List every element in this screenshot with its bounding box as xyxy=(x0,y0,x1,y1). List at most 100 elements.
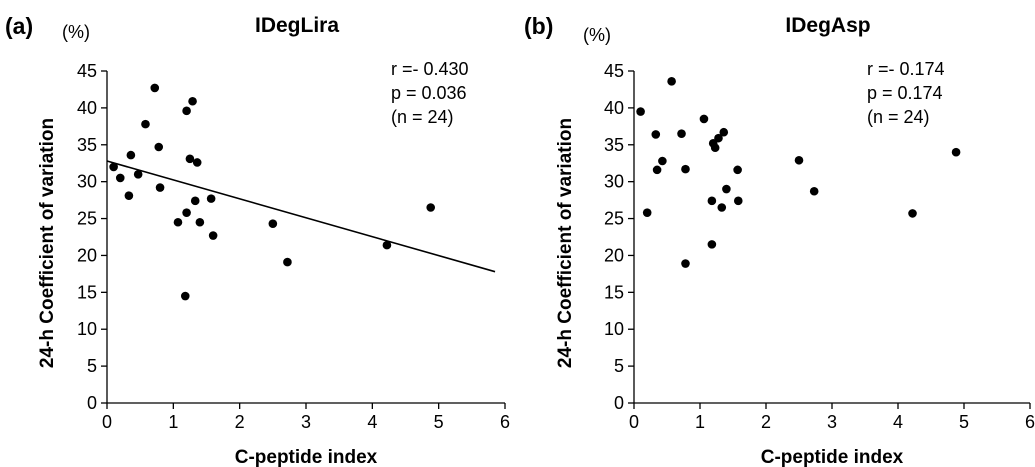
data-point xyxy=(182,106,191,116)
data-point xyxy=(192,158,202,167)
stat-annotation: p = 0.174 xyxy=(867,83,943,103)
x-tick-label: 5 xyxy=(434,412,444,432)
data-point xyxy=(382,240,392,250)
y-tick-label: 35 xyxy=(604,135,624,155)
data-point xyxy=(710,143,720,153)
y-tick-label: 25 xyxy=(77,209,97,229)
x-tick-label: 1 xyxy=(168,412,178,432)
x-tick-label: 2 xyxy=(761,412,771,432)
x-tick-label: 2 xyxy=(235,412,245,432)
x-tick-label: 1 xyxy=(695,412,705,432)
panel-label: (b) xyxy=(524,13,553,39)
y-tick-label: 0 xyxy=(614,393,624,413)
data-point xyxy=(268,219,278,229)
data-point xyxy=(722,184,731,194)
data-point xyxy=(733,196,743,206)
x-tick-label: 6 xyxy=(1025,412,1035,432)
data-point xyxy=(124,191,134,200)
y-tick-label: 15 xyxy=(604,282,624,302)
data-point xyxy=(180,291,190,301)
y-tick-label: 45 xyxy=(604,61,624,81)
data-point xyxy=(681,259,690,268)
y-tick-label: 5 xyxy=(614,356,624,376)
data-point xyxy=(188,96,197,106)
data-point xyxy=(195,217,205,227)
x-tick-label: 0 xyxy=(629,412,639,432)
stat-annotation: (n = 24) xyxy=(867,107,930,127)
x-tick-label: 3 xyxy=(301,412,311,432)
y-tick-label: 40 xyxy=(77,98,97,118)
data-point xyxy=(651,130,661,139)
x-tick-label: 4 xyxy=(893,412,903,432)
data-point xyxy=(714,133,723,143)
x-tick-label: 6 xyxy=(500,412,510,432)
data-point xyxy=(154,142,164,152)
x-tick-label: 3 xyxy=(827,412,837,432)
x-axis-label: C-peptide index xyxy=(235,447,378,467)
data-point xyxy=(699,114,709,124)
data-point xyxy=(173,217,183,227)
y-tick-label: 10 xyxy=(604,319,624,339)
data-point xyxy=(206,194,216,203)
data-point xyxy=(182,208,191,217)
x-axis-label: C-peptide index xyxy=(761,447,904,467)
y-tick-label: 25 xyxy=(604,209,624,229)
chart-title: IDegLira xyxy=(255,14,339,37)
y-tick-label: 0 xyxy=(87,393,97,413)
y-tick-label: 30 xyxy=(604,172,624,192)
data-point xyxy=(636,107,645,116)
x-tick-label: 4 xyxy=(367,412,377,432)
panel-label: (a) xyxy=(5,13,33,39)
y-tick-label: 40 xyxy=(604,98,624,118)
data-point xyxy=(150,83,160,93)
data-point xyxy=(719,127,729,137)
stat-annotation: r =- 0.430 xyxy=(391,59,469,79)
data-point xyxy=(658,156,667,166)
data-point xyxy=(677,129,686,139)
data-point xyxy=(426,203,436,212)
data-point xyxy=(667,77,676,86)
y-tick-label: 30 xyxy=(77,172,97,192)
y-unit-label: (%) xyxy=(583,25,611,45)
y-tick-label: 45 xyxy=(77,61,97,81)
stat-annotation: r =- 0.174 xyxy=(867,59,945,79)
regression-line xyxy=(106,160,496,273)
y-axis-label: 24-h Coefficient of variation xyxy=(37,118,58,368)
data-point xyxy=(809,186,819,196)
data-point xyxy=(794,155,804,165)
data-point xyxy=(652,165,662,175)
y-tick-label: 20 xyxy=(77,245,97,265)
y-tick-label: 5 xyxy=(87,356,97,376)
data-point xyxy=(908,209,917,218)
data-point xyxy=(283,257,292,267)
data-point xyxy=(681,164,690,174)
data-point xyxy=(733,165,742,175)
data-point xyxy=(133,169,143,179)
chart-title: IDegAsp xyxy=(785,14,870,37)
y-tick-label: 35 xyxy=(77,135,97,155)
data-point xyxy=(109,162,118,172)
data-point xyxy=(141,119,150,129)
data-point xyxy=(190,196,200,206)
x-tick-label: 5 xyxy=(959,412,969,432)
data-point xyxy=(155,183,165,192)
data-point xyxy=(717,203,727,212)
stat-annotation: (n = 24) xyxy=(391,107,454,127)
data-point xyxy=(707,196,717,206)
y-tick-label: 15 xyxy=(77,282,97,302)
stat-annotation: p = 0.036 xyxy=(391,83,467,103)
data-point xyxy=(208,231,218,240)
data-point xyxy=(642,208,652,217)
data-point xyxy=(185,154,195,164)
data-point xyxy=(126,150,136,160)
data-point xyxy=(951,147,961,157)
y-axis-label: 24-h Coefficient of variation xyxy=(555,118,576,368)
y-tick-label: 20 xyxy=(604,245,624,265)
x-tick-label: 0 xyxy=(102,412,112,432)
data-point xyxy=(115,173,125,183)
y-unit-label: (%) xyxy=(62,22,90,42)
data-point xyxy=(707,240,717,249)
